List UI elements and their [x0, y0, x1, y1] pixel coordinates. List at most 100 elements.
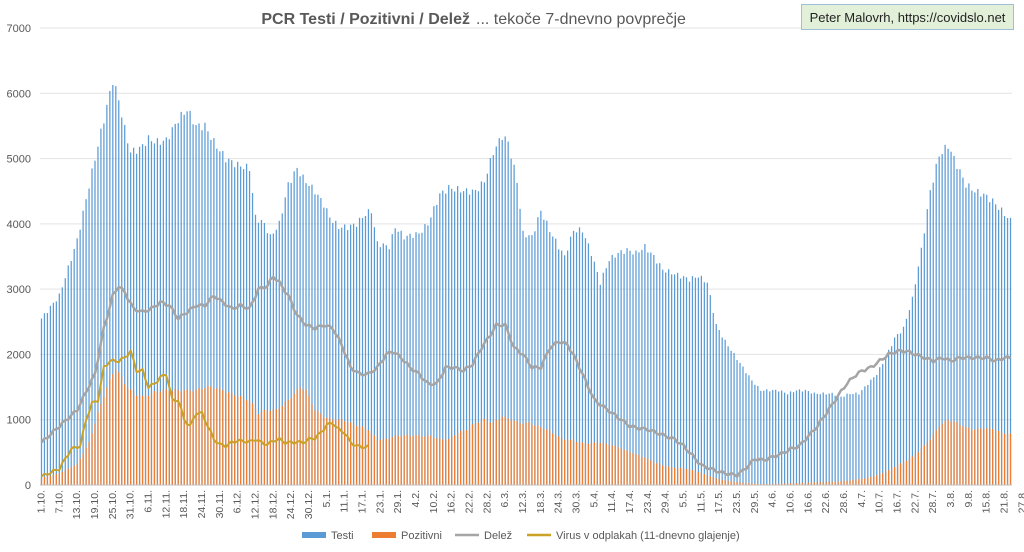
x-tick-label: 16.2. [446, 490, 458, 513]
x-tick-label: 22.2. [464, 490, 476, 513]
bar-testi [795, 390, 798, 485]
bar-pozitivni [971, 429, 973, 485]
legend-label: Pozitivni [401, 530, 442, 542]
x-tick-label: 25.10. [107, 490, 119, 519]
bar-testi [174, 123, 176, 486]
bar-pozitivni [873, 476, 875, 485]
bar-testi [896, 334, 899, 485]
bar-testi [409, 233, 411, 485]
x-tick-label: 16.6. [802, 490, 814, 513]
bar-testi [85, 199, 87, 485]
bar-testi [775, 389, 777, 485]
bar-testi [242, 169, 245, 485]
bar-pozitivni [665, 466, 667, 485]
bar-testi [727, 346, 729, 485]
bar-pozitivni [338, 419, 340, 485]
bar-pozitivni [1009, 433, 1012, 485]
bar-testi [525, 237, 527, 485]
bar-pozitivni [483, 418, 486, 485]
bar-testi [566, 250, 569, 485]
bar-testi [138, 146, 141, 486]
bar-pozitivni [620, 448, 622, 485]
bar-pozitivni [986, 428, 988, 485]
bar-testi [204, 122, 206, 486]
x-tick-label: 18.11. [178, 490, 190, 518]
bar-testi [305, 183, 307, 485]
bar-testi [899, 333, 902, 485]
bar-pozitivni [623, 449, 625, 485]
bar-testi [150, 141, 153, 485]
bar-testi [231, 160, 233, 485]
bar-pozitivni [962, 426, 964, 485]
bar-pozitivni [516, 420, 518, 485]
bar-pozitivni [798, 482, 801, 485]
bar-pozitivni [379, 439, 381, 485]
bar-testi [121, 117, 123, 485]
bar-testi [656, 263, 658, 485]
bar-pozitivni [795, 483, 798, 485]
bar-testi [195, 124, 197, 485]
bar-testi [751, 380, 753, 485]
bar-pozitivni [85, 447, 87, 485]
bar-pozitivni [754, 483, 756, 485]
x-tick-label: 7.10. [53, 490, 65, 513]
bar-testi [730, 350, 732, 485]
bar-pozitivni [992, 429, 994, 485]
bar-testi [599, 284, 601, 485]
bar-pozitivni [97, 412, 99, 485]
bar-testi [676, 272, 679, 485]
bar-testi [118, 100, 120, 486]
x-tick-label: 23.4. [642, 490, 654, 513]
bar-pozitivni [668, 466, 670, 485]
bar-pozitivni [115, 369, 117, 485]
bar-pozitivni [388, 438, 390, 485]
bar-testi [40, 318, 43, 485]
bar-pozitivni [569, 439, 572, 485]
bar-pozitivni [174, 389, 176, 485]
bar-pozitivni [341, 418, 343, 485]
bar-testi [376, 241, 379, 485]
bar-testi [379, 247, 381, 485]
bar-testi [55, 301, 57, 485]
bar-pozitivni [409, 435, 411, 485]
bar-testi [822, 392, 824, 485]
bar-testi [373, 227, 376, 485]
bar-testi [968, 183, 970, 485]
bar-testi [718, 330, 720, 485]
bar-pozitivni [364, 428, 367, 485]
bar-pozitivni [248, 400, 251, 485]
x-tick-label: 28.7. [927, 490, 939, 513]
bar-testi [611, 254, 613, 485]
bar-testi [724, 339, 726, 485]
bar-pozitivni [599, 443, 601, 485]
bar-testi [385, 245, 387, 485]
bar-pozitivni [733, 481, 735, 485]
bar-pozitivni [106, 387, 108, 485]
bar-testi [644, 244, 646, 485]
bar-testi [992, 198, 994, 486]
bar-testi [620, 250, 622, 485]
bar-testi [590, 255, 593, 485]
bar-pozitivni [739, 482, 741, 485]
x-tick-label: 6.11. [142, 490, 154, 513]
bar-testi [76, 238, 78, 485]
bar-pozitivni [650, 460, 652, 485]
bar-testi [486, 173, 488, 485]
bar-testi [849, 394, 851, 485]
bar-testi [234, 167, 236, 485]
bar-pozitivni [977, 428, 979, 485]
bar-testi [804, 389, 807, 485]
bar-testi [938, 156, 940, 486]
bar-pozitivni [156, 391, 159, 485]
bar-testi [323, 207, 325, 485]
bar-testi [153, 143, 156, 486]
bar-pozitivni [837, 481, 839, 485]
bar-pozitivni [828, 481, 830, 485]
bar-pozitivni [436, 438, 438, 485]
bar-pozitivni [135, 395, 138, 485]
bar-testi [302, 174, 304, 486]
bar-testi [769, 391, 771, 485]
bar-pozitivni [905, 460, 908, 485]
bar-pozitivni [819, 482, 821, 485]
bar-testi [632, 254, 634, 485]
